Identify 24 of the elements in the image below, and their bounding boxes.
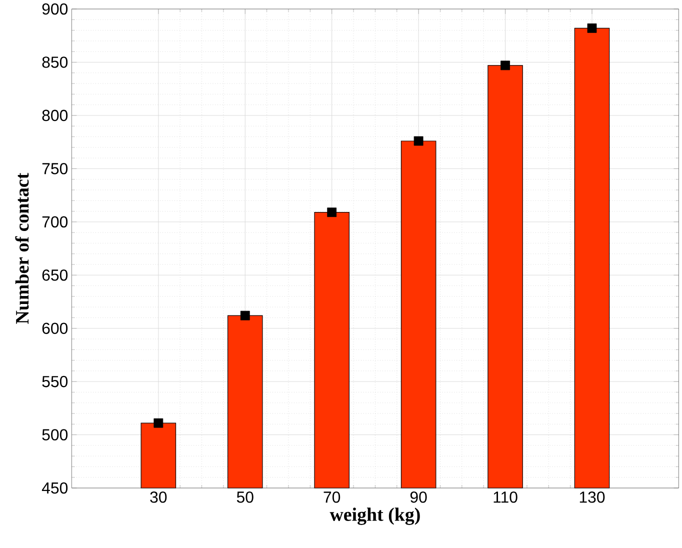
- point: [240, 310, 250, 320]
- point: [327, 208, 337, 218]
- y-tick-label: 500: [42, 429, 68, 440]
- y-tick-label: 800: [42, 110, 68, 122]
- y-axis-title: Number of contact: [15, 172, 29, 324]
- x-tick-label: 90: [410, 492, 427, 503]
- x-axis-title: weight (kg): [330, 508, 420, 525]
- y-tick-label: 600: [42, 322, 68, 334]
- y-tick-label: 850: [42, 56, 68, 68]
- y-tick-label: 550: [42, 376, 68, 388]
- point: [587, 23, 597, 33]
- point: [414, 136, 424, 146]
- y-tick-label: 650: [42, 269, 68, 281]
- x-tick-label: 70: [324, 492, 340, 503]
- point: [500, 60, 510, 70]
- y-tick-label: 900: [42, 3, 68, 15]
- y-tick-label: 750: [42, 163, 68, 174]
- x-tick-label: 110: [494, 492, 518, 503]
- y-tick-label: 450: [42, 482, 68, 494]
- x-tick-label: 30: [150, 492, 167, 503]
- x-tick-label: 130: [580, 492, 605, 503]
- y-tick-label: 700: [42, 216, 68, 228]
- x-tick-label: 50: [236, 492, 254, 503]
- point: [154, 418, 164, 428]
